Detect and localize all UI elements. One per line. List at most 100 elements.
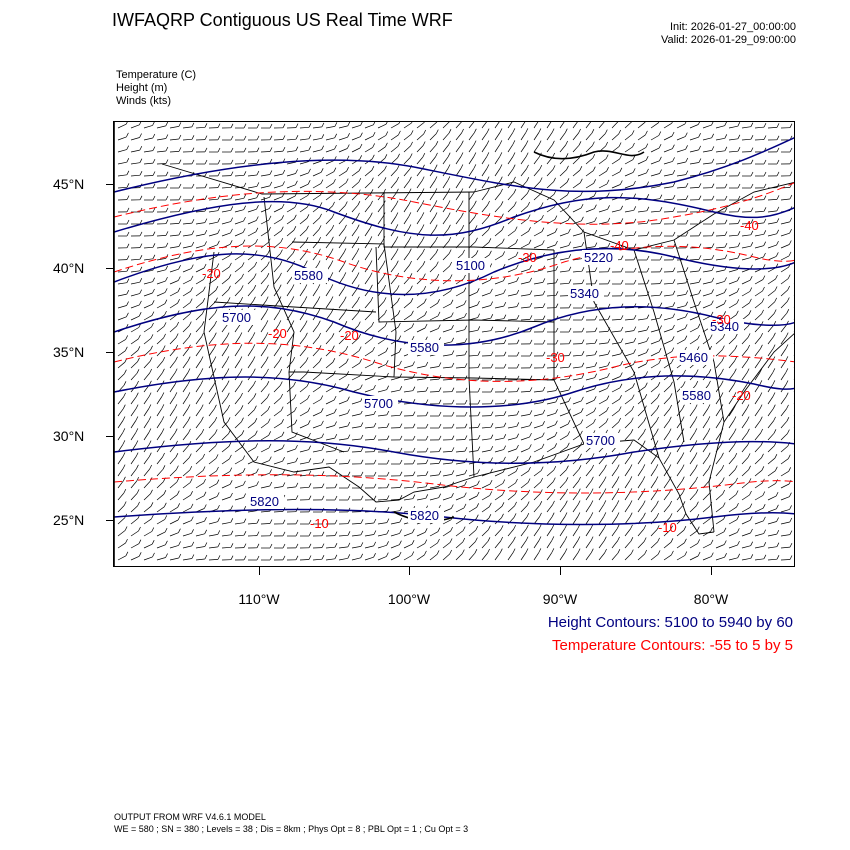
- wind-barb: [507, 505, 515, 513]
- wind-barb-flag: [659, 325, 663, 330]
- wind-barb: [689, 543, 698, 549]
- wind-barb-flag: [386, 495, 390, 500]
- wind-barb: [143, 396, 150, 405]
- wind-barb: [286, 461, 296, 465]
- wind-barb: [286, 195, 296, 201]
- wind-barb: [637, 397, 646, 405]
- wind-barb: [598, 354, 608, 357]
- wind-barb-flag: [567, 431, 571, 436]
- wind-barb: [611, 528, 618, 537]
- wind-barb: [195, 558, 205, 561]
- wind-barb-flag: [304, 320, 308, 325]
- wind-barb-flag: [451, 447, 455, 452]
- wind-barb-flag: [269, 469, 272, 474]
- wind-barb-flag: [761, 453, 764, 458]
- wind-barb: [403, 145, 411, 153]
- wind-barb-flag: [737, 242, 741, 247]
- wind-barb-flag: [282, 469, 286, 475]
- wind-barb: [442, 216, 449, 225]
- wind-barb-flag: [230, 505, 234, 510]
- height-label-bg: [362, 396, 398, 411]
- wind-barb-flag: [252, 356, 256, 361]
- wind-barb: [507, 255, 517, 261]
- wind-barb-flag: [370, 200, 373, 206]
- wind-barb: [416, 497, 426, 501]
- wind-barb-flag: [254, 405, 257, 410]
- wind-barb-flag: [399, 435, 403, 441]
- wind-barb-flag: [708, 464, 711, 470]
- wind-barb-flag: [772, 368, 776, 373]
- wind-barb-flag: [214, 309, 218, 314]
- wind-barb: [299, 218, 308, 225]
- wind-barb-flag: [619, 167, 623, 172]
- wind-barb-flag: [668, 464, 672, 469]
- wind-barb-flag: [551, 536, 555, 541]
- wind-barb-flag: [620, 218, 624, 223]
- wind-barb: [221, 255, 230, 261]
- wind-barb-flag: [239, 368, 243, 373]
- wind-barb-flag: [630, 524, 633, 530]
- wind-barb-flag: [763, 183, 767, 189]
- wind-barb: [533, 122, 539, 129]
- wind-barb: [260, 230, 269, 237]
- wind-barb-flag: [281, 203, 285, 209]
- wind-barb-flag: [711, 133, 715, 138]
- wind-barb: [286, 448, 296, 453]
- wind-barb-flag: [347, 483, 351, 489]
- wind-barb-flag: [125, 538, 128, 544]
- wind-barb: [494, 540, 501, 549]
- wind-barb-flag: [411, 323, 415, 328]
- wind-barb-flag: [542, 363, 546, 368]
- wind-barb-flag: [763, 516, 766, 522]
- wind-barb-flag: [151, 311, 155, 316]
- wind-barb: [598, 528, 605, 537]
- wind-barb: [325, 205, 333, 213]
- wind-barb: [377, 363, 387, 369]
- temperature-contour-label: -10: [658, 520, 677, 535]
- wind-barb: [338, 240, 345, 249]
- wind-barb-flag: [774, 466, 778, 471]
- wind-barb-flag: [150, 345, 153, 350]
- wind-barb-flag: [486, 152, 490, 157]
- wind-barb-flag: [230, 135, 234, 141]
- wind-barb-flag: [412, 361, 415, 366]
- wind-barb: [403, 543, 413, 549]
- wind-barb: [351, 136, 361, 141]
- wind-barb-flag: [539, 164, 543, 170]
- wind-barb-flag: [386, 518, 390, 523]
- wind-barb: [221, 336, 228, 345]
- wind-barb-flag: [279, 261, 283, 266]
- wind-barb-flag: [122, 428, 126, 433]
- wind-barb: [247, 265, 255, 273]
- wind-barb-flag: [204, 229, 208, 235]
- wind-barb: [585, 365, 595, 369]
- wind-barb-flag: [321, 531, 325, 536]
- wind-barb: [767, 244, 777, 249]
- wind-barb-flag: [216, 274, 219, 279]
- wind-barb: [169, 507, 178, 513]
- wind-barb-flag: [175, 440, 178, 446]
- wind-barb-flag: [594, 315, 598, 321]
- wind-barb: [754, 302, 763, 309]
- wind-barb-flag: [320, 168, 324, 173]
- wind-barb: [741, 348, 748, 357]
- wind-barb-flag: [672, 313, 676, 318]
- wind-barb-flag: [139, 278, 143, 283]
- wind-barb-flag: [213, 356, 217, 361]
- wind-barb: [299, 373, 307, 381]
- wind-barb-flag: [175, 333, 179, 338]
- wind-barb: [702, 505, 711, 513]
- wind-barb: [689, 293, 699, 297]
- wind-barb: [754, 126, 765, 129]
- wind-barb: [377, 499, 388, 501]
- wind-barb-flag: [124, 369, 127, 374]
- wind-barb: [546, 219, 556, 225]
- wind-barb: [221, 421, 229, 429]
- wind-barb: [767, 546, 777, 549]
- wind-barb-flag: [776, 240, 779, 246]
- wind-barb: [364, 264, 371, 273]
- wind-barb: [611, 319, 622, 321]
- wind-barb-flag: [308, 146, 312, 151]
- wind-barb: [780, 255, 790, 261]
- wind-barb-flag: [488, 514, 492, 519]
